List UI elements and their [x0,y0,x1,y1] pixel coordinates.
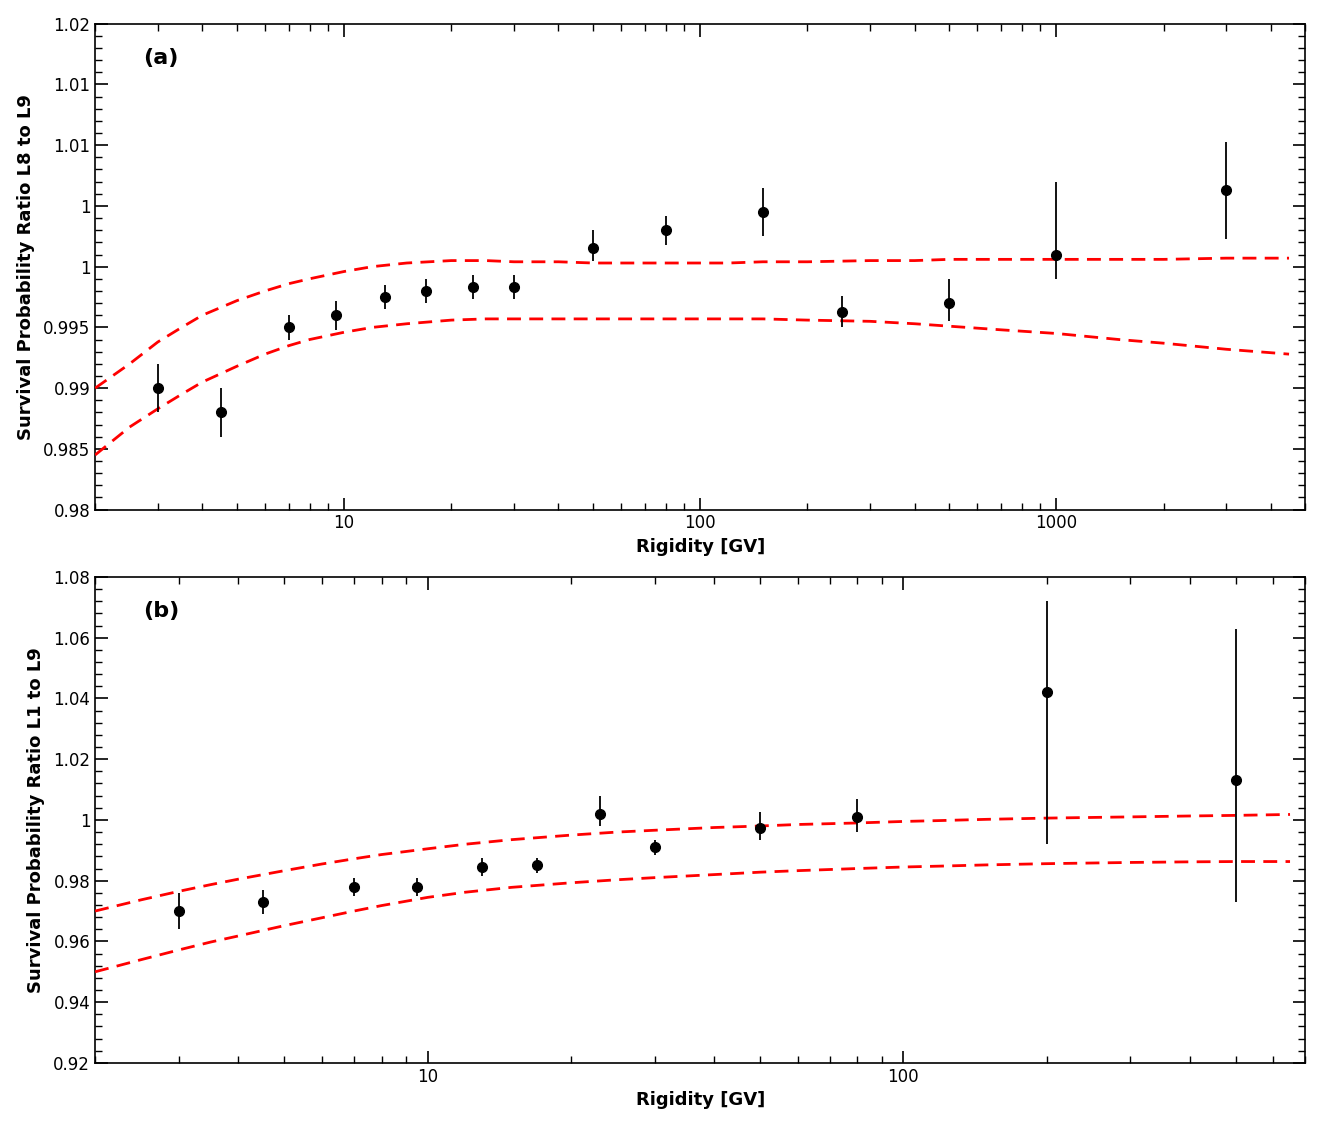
X-axis label: Rigidity [GV]: Rigidity [GV] [636,538,765,556]
Text: (b): (b) [144,601,180,622]
Y-axis label: Survival Probability Ratio L1 to L9: Survival Probability Ratio L1 to L9 [26,647,45,993]
Y-axis label: Survival Probability Ratio L8 to L9: Survival Probability Ratio L8 to L9 [17,93,34,439]
X-axis label: Rigidity [GV]: Rigidity [GV] [636,1091,765,1109]
Text: (a): (a) [144,48,178,68]
